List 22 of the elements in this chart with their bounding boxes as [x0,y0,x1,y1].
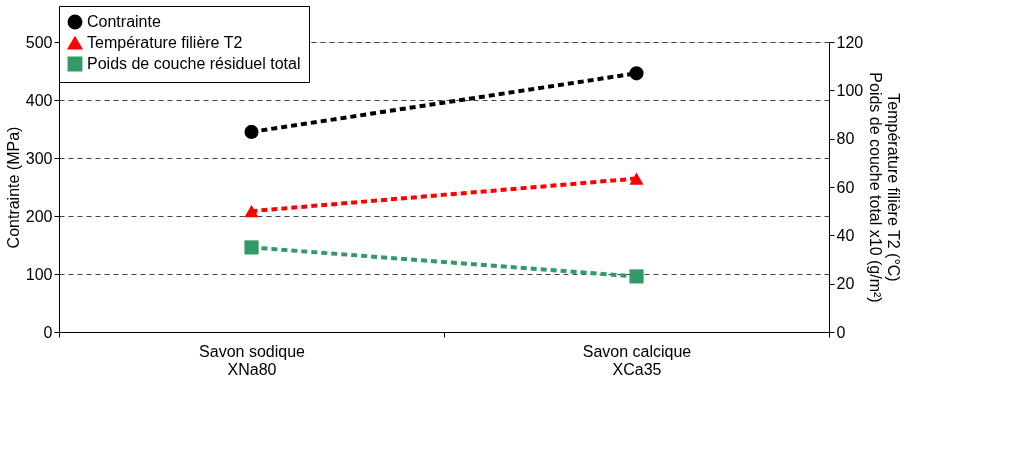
y-axis-title: Contrainte (MPa) [4,126,22,249]
point [244,240,259,255]
legend-label: Contrainte [87,13,161,30]
legend-label: Poids de couche résiduel total [87,55,301,72]
y2-tick-label: 60 [836,178,855,196]
y2-tick-label: 20 [836,275,855,293]
y2-tick-label: 100 [836,81,864,99]
y2-tick-label: 80 [836,130,855,148]
y2-tick-label: 40 [836,226,855,244]
y-tick-label: 200 [25,207,53,225]
y-tick-label: 0 [43,323,53,341]
y2-tick-label: 120 [836,33,864,51]
y-tick-label: 500 [25,33,53,51]
y-tick-label: 100 [25,265,53,283]
y2-axis-title: Température filière T2 (°C) Poids de couche total x10 (g/m²) [867,72,903,303]
x-tick-label: Savon sodique XNa80 [199,342,306,378]
y-tick-label: 300 [25,149,53,167]
y-tick-label: 400 [25,91,53,109]
x-tick-label: Savon calcique XCa35 [582,342,692,378]
legend-label: Température filière T2 [87,34,243,51]
y2-tick-label: 0 [836,323,846,341]
point [629,269,644,284]
